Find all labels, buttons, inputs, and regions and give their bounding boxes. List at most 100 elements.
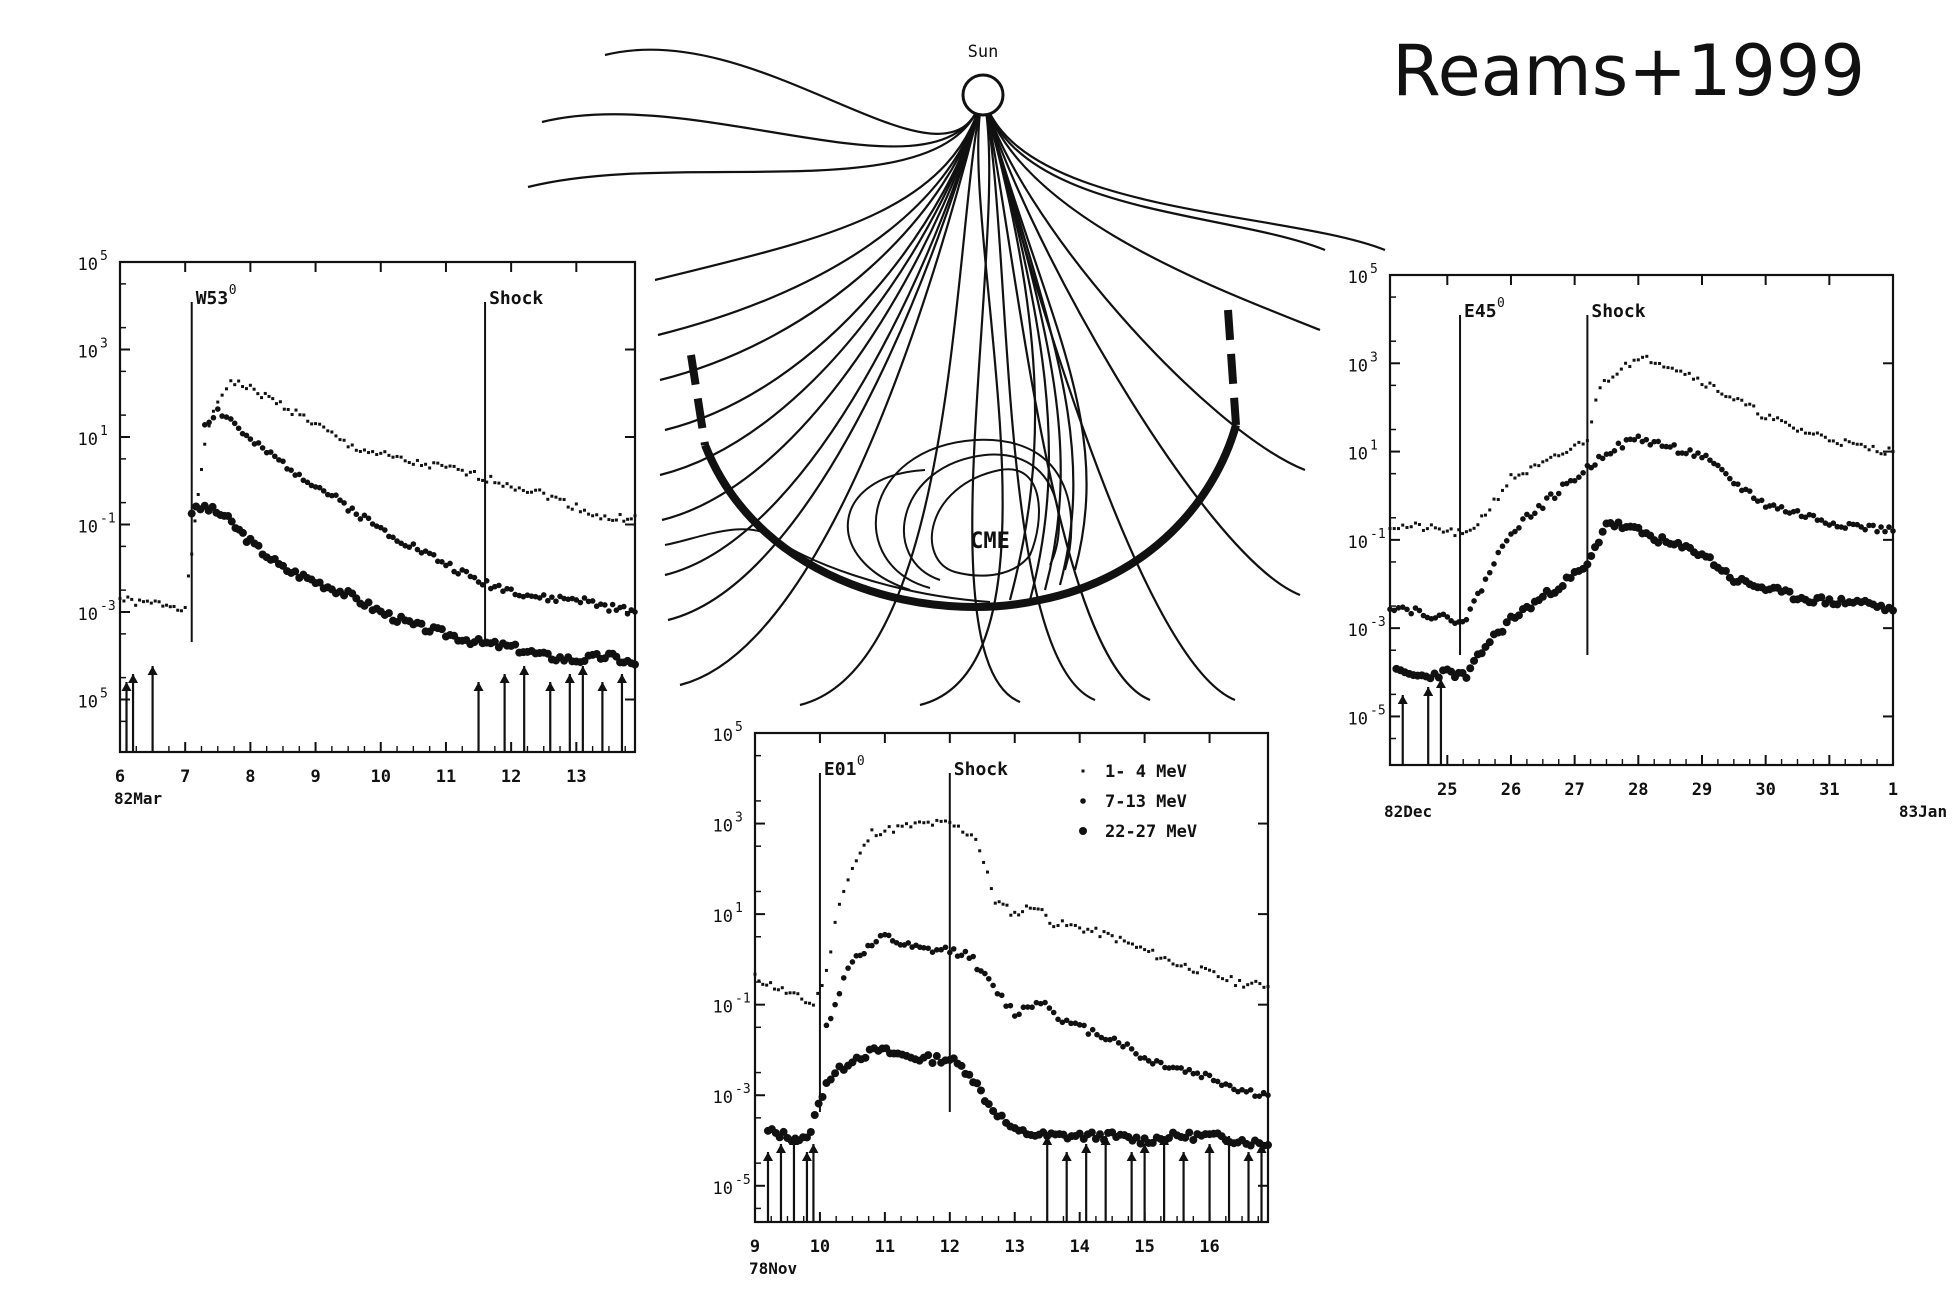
data-point: [1044, 914, 1047, 917]
data-point: [986, 871, 989, 874]
data-point: [1587, 552, 1595, 560]
data-point: [1254, 980, 1257, 983]
x-tick-label: 25: [1437, 780, 1457, 800]
data-point: [777, 988, 780, 991]
data-point: [1565, 451, 1568, 454]
data-point: [1065, 924, 1068, 927]
sun-label: Sun: [968, 42, 999, 62]
data-point: [176, 609, 179, 612]
data-point: [449, 465, 452, 468]
data-point: [310, 422, 313, 425]
data-point: [933, 1052, 941, 1060]
data-point: [935, 819, 938, 822]
data-point: [493, 481, 496, 484]
data-point: [1002, 903, 1005, 906]
data-point: [587, 513, 590, 516]
data-point: [1708, 382, 1711, 385]
data-point: [583, 509, 586, 512]
y-tick-label-exponent: -3: [1370, 615, 1386, 630]
upper-limit-arrowhead: [565, 674, 575, 683]
data-point: [842, 890, 845, 893]
data-point: [1882, 529, 1888, 535]
data-point: [1466, 664, 1474, 672]
data-point: [464, 569, 470, 575]
x-tick-label: 31: [1819, 780, 1839, 800]
data-point: [296, 472, 302, 478]
data-point: [1776, 416, 1779, 419]
data-point: [1779, 504, 1785, 510]
data-point: [925, 945, 931, 951]
data-point: [1792, 427, 1795, 430]
data-point: [1832, 439, 1835, 442]
data-point: [982, 971, 988, 977]
upper-limit-arrowhead: [1398, 695, 1408, 704]
data-point: [288, 467, 294, 473]
data-point: [821, 984, 824, 987]
data-point: [961, 831, 964, 834]
data-point: [1537, 464, 1540, 467]
field-line: [660, 95, 983, 475]
data-point: [1552, 495, 1558, 501]
y-tick-label: 10: [1348, 533, 1368, 553]
data-point: [400, 456, 403, 459]
x-tick-label: 29: [1692, 780, 1712, 800]
data-point: [1764, 417, 1767, 420]
data-point: [1212, 970, 1215, 973]
data-point: [1471, 598, 1477, 604]
data-point: [212, 410, 215, 413]
y-tick-label-exponent: -5: [1370, 703, 1386, 718]
data-point: [966, 834, 969, 837]
upper-limit-arrows: [763, 1136, 1267, 1222]
data-point: [757, 979, 760, 982]
data-point: [1577, 441, 1580, 444]
data-point: [333, 492, 339, 498]
data-point: [1021, 910, 1024, 913]
x-tick-label: 10: [371, 767, 391, 787]
data-point: [621, 604, 627, 610]
x-tick-label: 15: [1134, 1237, 1154, 1257]
data-point: [1582, 443, 1585, 446]
upper-limit-arrowhead: [122, 682, 132, 691]
data-point: [412, 463, 415, 466]
data-point: [626, 518, 629, 521]
data-point: [606, 608, 612, 614]
data-point: [892, 831, 895, 834]
data-point: [963, 949, 969, 955]
data-point: [1453, 534, 1456, 537]
field-line: [983, 95, 1385, 250]
data-point: [1057, 924, 1060, 927]
data-point: [268, 395, 271, 398]
data-point: [1404, 607, 1410, 613]
x-tick-label: 11: [875, 1237, 895, 1257]
data-point: [1500, 543, 1506, 549]
data-point: [1462, 674, 1470, 682]
data-point: [1234, 984, 1237, 987]
data-point: [1620, 368, 1623, 371]
data-point: [622, 520, 625, 523]
data-point: [514, 489, 517, 492]
data-point: [444, 466, 447, 469]
data-point: [1196, 971, 1199, 974]
data-point: [870, 828, 873, 831]
data-point: [330, 430, 333, 433]
data-point: [773, 988, 776, 991]
cme-loops: [665, 440, 1071, 602]
data-point: [1151, 949, 1154, 952]
data-point: [1594, 399, 1597, 402]
data-point: [978, 849, 981, 852]
data-point: [1017, 913, 1020, 916]
data-point: [1860, 443, 1863, 446]
data-point: [1016, 1012, 1022, 1018]
data-point: [279, 400, 282, 403]
data-point: [1544, 495, 1550, 501]
data-point: [1082, 931, 1085, 934]
data-point: [1176, 964, 1179, 967]
data-point: [1650, 361, 1653, 364]
data-point: [1112, 1035, 1118, 1041]
data-point: [1139, 945, 1142, 948]
data-point: [611, 519, 614, 522]
y-tick-label: 10: [713, 726, 733, 746]
data-point: [578, 600, 584, 606]
data-point: [506, 482, 509, 485]
data-point: [1722, 567, 1730, 575]
